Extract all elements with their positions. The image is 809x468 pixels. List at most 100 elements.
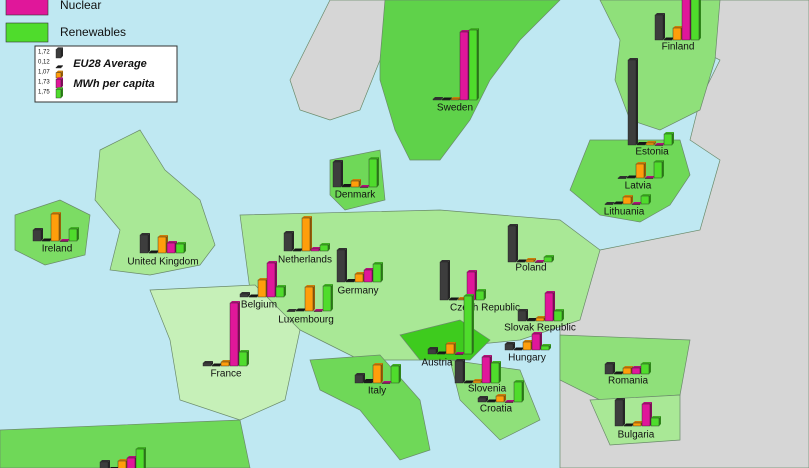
bar-front [59,240,69,242]
eu-average-value: 1,72 [38,50,50,56]
bar-front [481,356,491,384]
bar-front [522,341,532,351]
bar-front [117,460,127,468]
bar-front [126,457,136,468]
bar-front [135,448,145,468]
bar-top [654,160,664,162]
country-chart: Romania [604,362,651,387]
bar-front [175,243,185,254]
bar-top [518,309,528,311]
bar-side [504,394,506,402]
bar-top [230,301,240,303]
bar-side [516,224,518,262]
bar-side [345,248,347,282]
bar-front [202,362,212,367]
bar [257,278,268,298]
bar [604,362,615,375]
bar-side [313,285,315,311]
bar [640,194,651,205]
bar-side [341,160,343,187]
bar-top [302,216,312,218]
bar [472,379,483,384]
bar [139,233,150,254]
bar-front [354,273,364,283]
bar-top [314,309,324,311]
country-label: Poland [515,263,546,274]
bar-top [632,366,642,368]
bar [454,352,465,355]
bar [553,309,564,322]
bar-front [534,261,544,263]
bar-top [517,259,527,262]
bar-front [319,244,329,252]
bar-top [267,261,277,263]
bar [55,77,63,89]
bar-front [332,161,342,188]
bar [640,362,651,375]
country-chart: Latvia [617,160,664,192]
bar [55,47,63,59]
bar-top [673,26,683,28]
country-chart: Poland [507,224,554,274]
bar-top [460,30,470,32]
bar-front [486,401,496,403]
country-chart [99,447,146,468]
bar [439,260,450,301]
bar-front [463,382,473,384]
bar [368,157,379,188]
bar-top [136,447,146,449]
bar-front [350,180,360,188]
bar-front [55,79,62,89]
bar [175,242,186,254]
bar [481,355,492,384]
bar [507,224,518,263]
bar [614,398,625,427]
bar [286,309,297,312]
bar-front [525,259,535,263]
bar-top [442,97,452,100]
country-label: Denmark [335,190,377,201]
bar-side [472,294,474,354]
bar [631,366,642,375]
bar-top [221,360,231,362]
bar-top [636,162,646,164]
country-label: Slovak Republic [504,323,576,334]
country-chart: Luxembourg [278,284,334,326]
eu-average-box: EU28 Average MWh per capita 1,72 0,12 1,07… [34,45,178,103]
bar-top [140,233,150,235]
bar-top [428,347,438,349]
bar-top [42,238,52,241]
country-chart: Netherlands [278,216,332,266]
bar-top [651,416,661,418]
legend-label: Nuclear [60,0,101,12]
bar-top [56,77,63,80]
bar [672,26,683,41]
bar-front [617,177,627,179]
bar-side [41,228,43,241]
bar-side [238,301,240,366]
country-chart: France [202,301,249,380]
bar-side [328,243,330,251]
bar [239,292,250,298]
bar-side [613,362,615,374]
country-label: Hungary [508,353,546,364]
bar-side [484,289,486,300]
bar [229,301,240,367]
bar [475,289,486,301]
bar-top [614,371,624,374]
bar-side [61,65,63,68]
bar-side [659,416,661,426]
bar [544,291,555,322]
bar-top [655,143,665,145]
bar-side [247,350,249,366]
bar-top [203,361,213,363]
bar [301,216,312,252]
bar-front [248,296,258,298]
bar-front [354,374,364,384]
bar [463,294,474,355]
bar-front [475,290,485,301]
bar-front [450,98,460,101]
bar-top [514,380,524,382]
country-label: Bulgaria [618,430,655,441]
